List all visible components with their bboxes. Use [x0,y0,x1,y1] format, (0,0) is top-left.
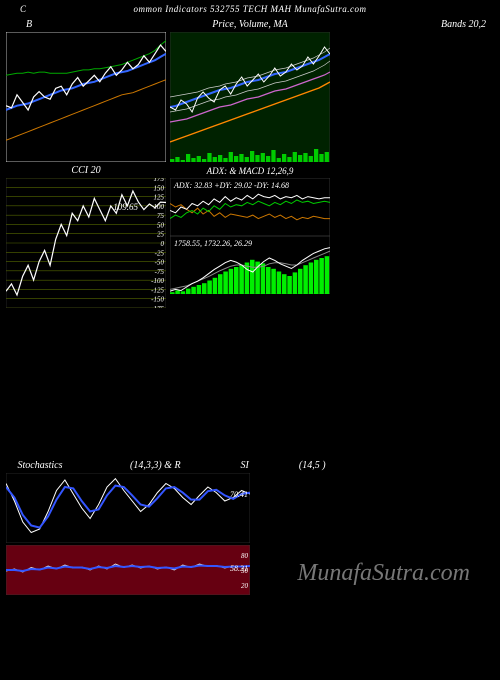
bollinger-title-right: Bands 20,2 [334,18,494,32]
svg-text:ADX: 32.83 +DY: 29.02 -DY: 14: ADX: 32.83 +DY: 29.02 -DY: 14.68 [173,181,289,190]
svg-text:-125: -125 [151,286,164,294]
row-3-titles: Stochastics (14,3,3) & R SI (14,5 ) [0,460,500,471]
price-ma-title: Price, Volume, MA [170,18,330,32]
cci-title: CCI 20 [6,164,166,178]
svg-text:175: 175 [154,178,165,183]
panel-price-ma: Price, Volume, MA [170,18,330,162]
svg-text:-25: -25 [155,249,165,257]
svg-text:70.41: 70.41 [230,490,248,499]
row-3: 70.41 [0,473,500,543]
stoch-title-3: SI [241,460,249,471]
svg-text:125: 125 [154,194,165,202]
svg-text:-100: -100 [151,277,164,285]
chart-cci: 1751501251007550250-25-50-75-100-125-150… [6,178,166,308]
row-1: B Price, Volume, MA Bands 20,2 [0,18,500,162]
svg-text:58.31: 58.31 [230,564,248,573]
chart-adx: ADX: 32.83 +DY: 29.02 -DY: 14.68 [170,178,330,236]
row-2: CCI 20 1751501251007550250-25-50-75-100-… [0,164,500,308]
svg-text:80: 80 [241,552,249,560]
header-left: C [20,4,27,14]
chart-macd: 1758.55, 1732.26, 26.29 [170,236,330,294]
stoch-title-4: (14,5 ) [299,460,326,471]
svg-text:150: 150 [154,184,165,192]
panel-stoch: 70.41 [6,473,250,543]
svg-text:1758.55, 1732.26, 26.29: 1758.55, 1732.26, 26.29 [174,239,252,248]
panel-bands-label: Bands 20,2 [334,18,494,162]
svg-text:-150: -150 [151,296,164,304]
svg-text:0: 0 [161,240,165,248]
header-center: ommon Indicators 532755 TECH MAH MunafaS… [134,4,367,14]
adx-title: ADX: & MACD 12,26,9 [170,164,330,178]
stoch-title-1: Stochastics [10,460,70,471]
svg-text:109.65: 109.65 [113,202,138,212]
chart-bollinger [6,32,166,162]
chart-rsi: 80502058.31 [6,545,250,595]
panel-adx-macd: ADX: & MACD 12,26,9 ADX: 32.83 +DY: 29.0… [170,164,330,308]
svg-text:-75: -75 [155,268,165,276]
svg-text:75: 75 [157,212,165,220]
panel-cci: CCI 20 1751501251007550250-25-50-75-100-… [6,164,166,308]
svg-text:-50: -50 [155,259,165,267]
page-header: C ommon Indicators 532755 TECH MAH Munaf… [0,0,500,18]
svg-text:50: 50 [157,221,165,229]
chart-price-ma [170,32,330,162]
panel-bollinger: B [6,18,166,162]
svg-text:20: 20 [241,582,249,590]
svg-text:-175: -175 [151,305,164,308]
svg-text:25: 25 [157,231,165,239]
bollinger-title-left: B [6,18,166,32]
chart-stochastics: 70.41 [6,473,250,543]
panel-rsi: 80502058.31 [6,545,250,595]
row-4: 80502058.31 [0,545,500,595]
spacer [0,310,500,460]
stoch-title-2: (14,3,3) & R [130,460,181,471]
